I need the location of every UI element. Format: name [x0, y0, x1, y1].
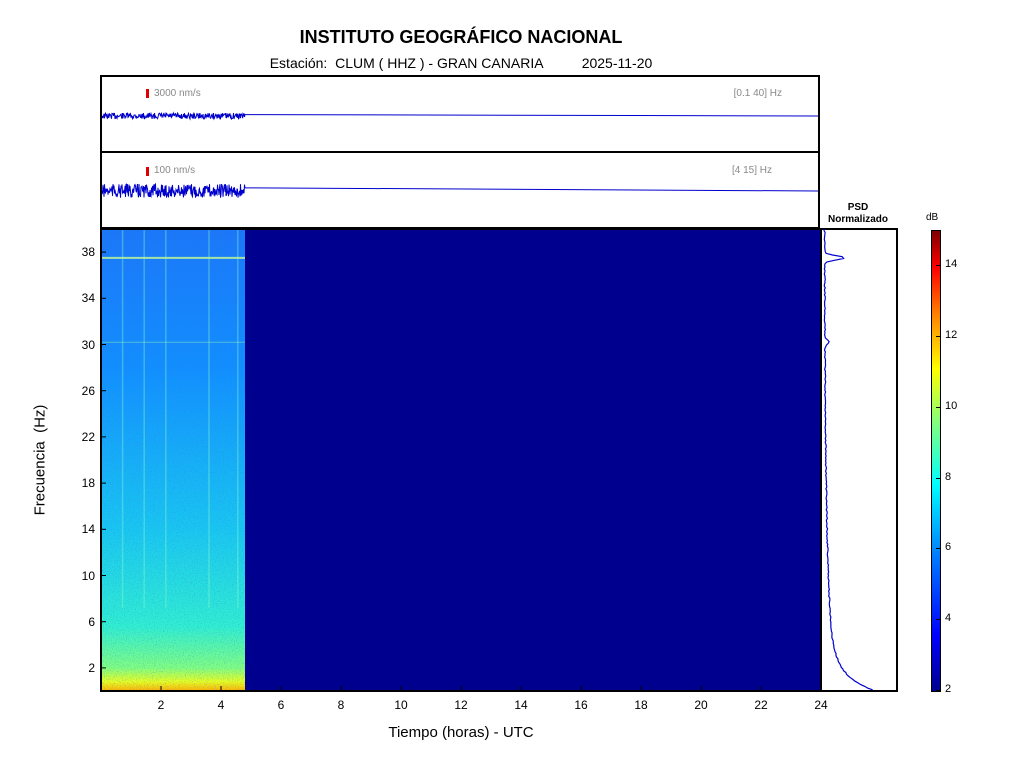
station-label: Estación:: [269, 55, 328, 71]
colorbar-tick-label: 12: [945, 329, 958, 342]
spectrogram-noise: [101, 229, 245, 691]
trace-scale-label: 100 nm/s: [154, 165, 196, 176]
y-tick-label: 18: [81, 476, 95, 491]
x-tick-label: 20: [694, 698, 708, 712]
colorbar-tick-label: 10: [945, 399, 958, 412]
y-axis-label: Frecuencia (Hz): [31, 404, 49, 516]
trace-scale-bar: [146, 89, 149, 98]
colorbar-tick: [936, 619, 940, 621]
x-tick-label: 8: [337, 698, 345, 712]
x-tick-label: 18: [634, 698, 648, 712]
y-tick-label: 34: [81, 291, 95, 306]
colorbar-tick: [936, 548, 940, 550]
spectrogram: [100, 228, 822, 692]
trace-scale-label: 3000 nm/s: [154, 88, 201, 99]
colorbar: [931, 230, 941, 692]
x-tick-label: 10: [394, 698, 408, 712]
y-tick-label: 6: [88, 614, 95, 629]
chart-title: INSTITUTO GEOGRÁFICO NACIONAL: [299, 27, 623, 47]
psd-title: PSD Normalizado: [818, 202, 898, 226]
colorbar-tick: [936, 477, 940, 479]
y-tick-label: 22: [81, 429, 95, 444]
colorbar-tick: [936, 406, 940, 408]
chart-date: 2025-11-20: [581, 55, 653, 71]
y-tick-label: 38: [81, 245, 95, 260]
colorbar-tick-label: 4: [945, 612, 952, 625]
x-tick-label: 12: [454, 698, 468, 712]
colorbar-tick-label: 2: [945, 683, 952, 695]
y-tick-label: 2: [88, 660, 95, 675]
x-tick-label: 24: [814, 698, 828, 712]
trace-panel-broadband: 3000 nm/s [0.1 40] Hz: [100, 75, 820, 153]
x-tick-label: 22: [754, 698, 768, 712]
station-name: CLUM ( HHZ ) - GRAN CANARIA: [335, 55, 543, 71]
colorbar-tick-label: 8: [945, 470, 952, 483]
psd-curve: [823, 229, 873, 691]
waveform-line: [102, 182, 818, 199]
colorbar-unit: dB: [926, 212, 939, 223]
colorbar-tick: [936, 336, 940, 338]
psd-title-line1: PSD: [847, 202, 869, 213]
colorbar-tick: [936, 690, 940, 691]
psd-title-line2: Normalizado: [827, 214, 888, 225]
x-tick-label: 6: [277, 698, 285, 712]
x-tick-label: 14: [514, 698, 528, 712]
colorbar-tick-label: 14: [945, 258, 958, 271]
trace-band-label: [0.1 40] Hz: [733, 88, 782, 99]
x-axis-label: Tiempo (horas) - UTC: [388, 724, 534, 741]
x-tick-label: 16: [574, 698, 588, 712]
waveform-line: [102, 111, 818, 121]
chart-subtitle: Estación: CLUM ( HHZ ) - GRAN CANARIA 20…: [0, 55, 922, 71]
x-tick-label: 4: [217, 698, 225, 712]
y-tick-label: 26: [81, 383, 95, 398]
trace-waveform-broadband: [102, 111, 818, 121]
colorbar-tick: [936, 265, 940, 267]
y-tick-label: 14: [81, 522, 95, 537]
colorbar-tick-label: 6: [945, 541, 952, 554]
y-tick-label: 30: [81, 337, 95, 352]
trace-band-label: [4 15] Hz: [731, 165, 772, 176]
trace-scale-bar: [146, 167, 149, 176]
trace-panel-bandpass: 100 nm/s [4 15] Hz: [100, 151, 820, 229]
psd-frame: [820, 228, 898, 692]
psd-panel: [820, 228, 898, 692]
x-tick-label: 2: [157, 698, 165, 712]
y-tick-label: 10: [81, 568, 95, 583]
trace-waveform-bandpass: [102, 182, 818, 199]
